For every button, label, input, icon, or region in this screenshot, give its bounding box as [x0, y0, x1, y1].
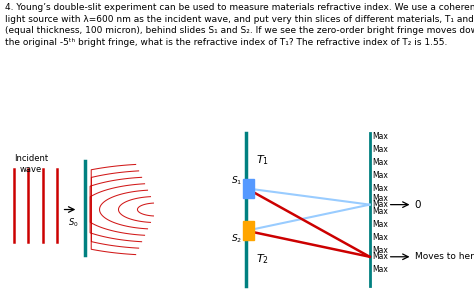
Text: Max: Max: [372, 200, 388, 209]
Text: Max: Max: [372, 207, 388, 216]
Text: Max: Max: [372, 194, 388, 203]
Text: Max: Max: [372, 184, 388, 193]
Text: Max: Max: [372, 265, 388, 274]
Text: Max: Max: [372, 132, 388, 141]
Text: Incident
wave: Incident wave: [14, 154, 48, 174]
Bar: [243, 179, 254, 198]
Text: $S_2$: $S_2$: [231, 232, 242, 245]
Text: $T_2$: $T_2$: [256, 252, 269, 266]
Text: Moves to here: Moves to here: [415, 252, 474, 261]
Bar: [243, 221, 254, 240]
Text: 4. Young’s double-slit experiment can be used to measure materials refractive in: 4. Young’s double-slit experiment can be…: [5, 3, 474, 47]
Text: Max: Max: [372, 233, 388, 242]
Text: 0: 0: [415, 200, 421, 210]
Text: Max: Max: [372, 252, 388, 261]
Text: $S_1$: $S_1$: [230, 174, 242, 187]
Text: $S_0$: $S_0$: [68, 216, 79, 228]
Text: $T_1$: $T_1$: [256, 153, 269, 167]
Text: Max: Max: [372, 171, 388, 180]
Text: Max: Max: [372, 145, 388, 154]
Text: Max: Max: [372, 220, 388, 229]
Text: Max: Max: [372, 158, 388, 167]
Text: Max: Max: [372, 246, 388, 255]
